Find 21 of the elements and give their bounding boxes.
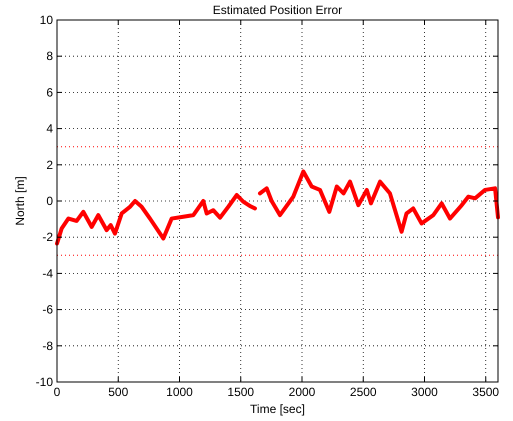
y-tick-label: -4 bbox=[42, 266, 54, 280]
chart-title: Estimated Position Error bbox=[212, 3, 342, 17]
y-axis-title: North [m] bbox=[13, 176, 27, 226]
x-tick-label: 1500 bbox=[227, 385, 254, 399]
y-tick-label: -6 bbox=[42, 302, 54, 317]
y-tick-label: 2 bbox=[46, 158, 54, 172]
y-tick-label: -2 bbox=[42, 230, 54, 244]
y-tick-label: 0 bbox=[46, 194, 54, 208]
x-tick-label: 3000 bbox=[411, 385, 438, 399]
y-tick-label: 6 bbox=[46, 85, 54, 100]
x-tick-label: 2500 bbox=[350, 385, 377, 399]
x-tick-label: 3500 bbox=[472, 385, 500, 399]
x-tick-label: 500 bbox=[108, 385, 129, 399]
y-tick-label: 10 bbox=[40, 13, 54, 27]
y-tick-label: -10 bbox=[36, 375, 54, 389]
y-tick-label: -8 bbox=[42, 338, 54, 353]
y-tick-label: 8 bbox=[46, 49, 54, 64]
x-tick-label: 2000 bbox=[288, 385, 316, 399]
x-axis-title: Time [sec] bbox=[250, 402, 305, 416]
x-tick-label: 1000 bbox=[166, 385, 194, 399]
y-tick-label: 4 bbox=[46, 122, 54, 136]
